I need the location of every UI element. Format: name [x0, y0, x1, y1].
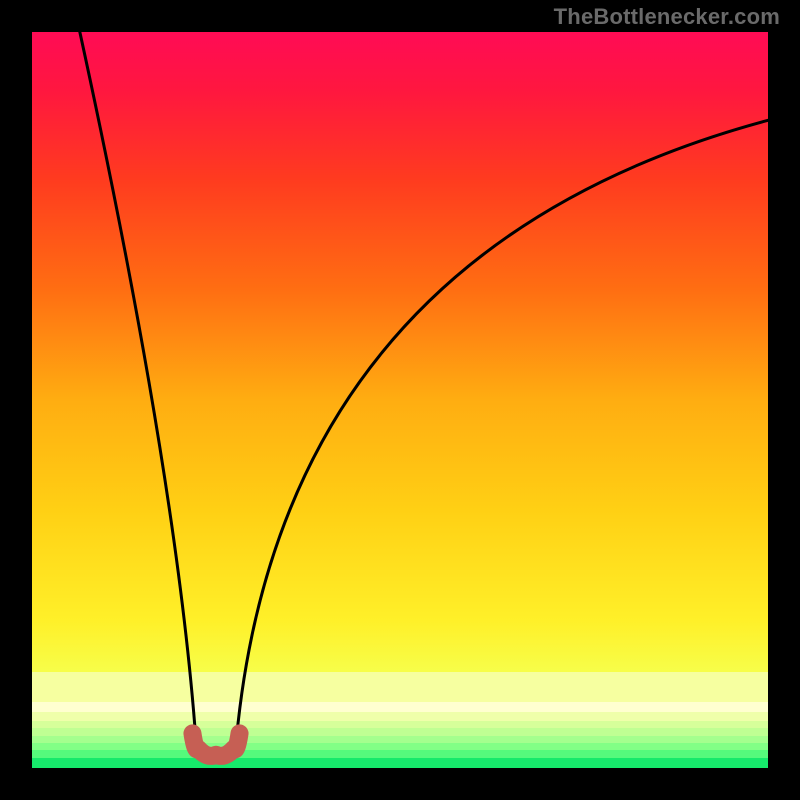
bottleneck-curve-path	[80, 32, 768, 758]
plot-area	[32, 32, 768, 768]
curve-layer	[32, 32, 768, 768]
trough-marker-path	[192, 733, 239, 755]
watermark-text: TheBottlenecker.com	[554, 4, 780, 30]
chart-frame: TheBottlenecker.com	[0, 0, 800, 800]
